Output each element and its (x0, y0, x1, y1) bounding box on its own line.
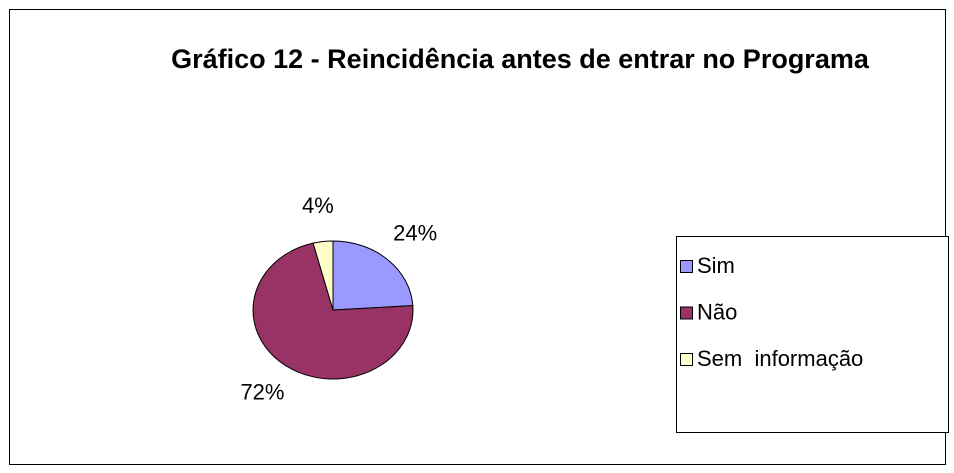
pie-slice (312, 240, 334, 311)
chart-title: Gráfico 12 - Reincidência antes de entra… (171, 44, 869, 74)
legend-label: Não (697, 299, 737, 324)
legend-box (676, 236, 949, 433)
legend-label: Sim (697, 253, 735, 278)
data-label: 72% (240, 380, 284, 405)
legend-swatch (680, 353, 693, 366)
pie-slice (252, 242, 414, 380)
legend-swatch (680, 306, 693, 320)
legend-swatch (680, 260, 693, 273)
data-label: 24% (393, 220, 437, 245)
legend-label: Sem informação (697, 346, 863, 371)
data-label: 4% (302, 193, 334, 218)
pie-slice (332, 240, 414, 311)
